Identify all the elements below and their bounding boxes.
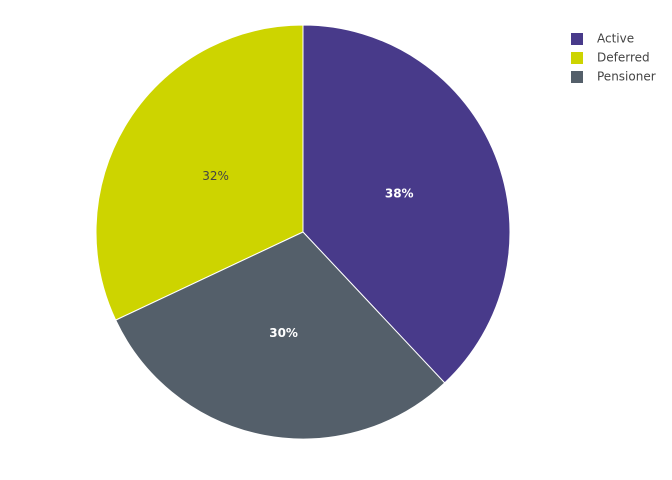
legend-swatch [571,71,583,83]
legend-swatch [571,52,583,64]
pie-slice [115,231,446,440]
slice-label: 30% [269,326,298,340]
slice-label: 38% [385,186,414,200]
pie-slice [302,24,511,384]
legend-swatch [571,33,583,45]
slice-label: 32% [202,169,229,183]
legend-label: Pensioner [597,70,656,84]
legend-label: Active [597,32,634,46]
legend-label: Deferred [597,51,650,65]
pie-slice [95,24,304,321]
